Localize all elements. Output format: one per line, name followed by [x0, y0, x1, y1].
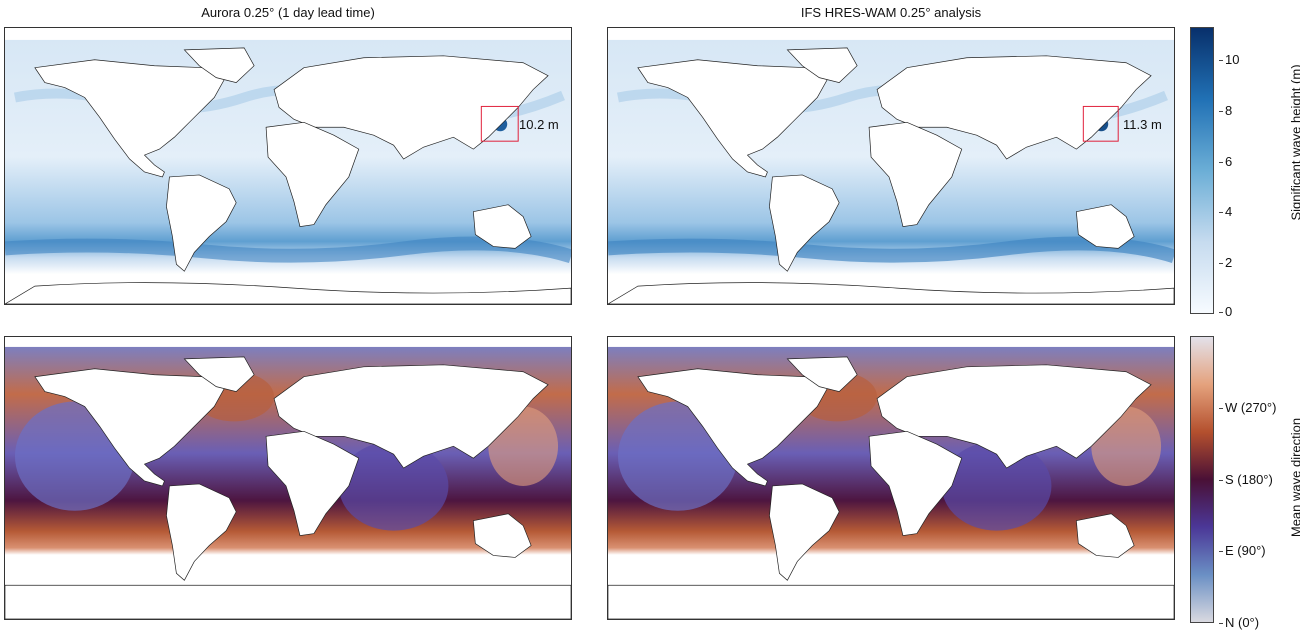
- wave-height-tick: 8: [1218, 102, 1233, 118]
- wave-direction-colorbar-label: Mean wave direction: [1288, 417, 1300, 538]
- right-panel-title: IFS HRES-WAM 0.25° analysis: [800, 5, 982, 20]
- wave-height-colorbar-label: Significant wave height (m): [1288, 64, 1300, 221]
- wave-direction-map-ifs: [607, 336, 1175, 620]
- wave-direction-tick: S (180°): [1219, 471, 1273, 487]
- left-max-callout: 10.2 m: [519, 117, 559, 132]
- wave-height-tick: 0: [1218, 304, 1233, 319]
- wave-height-tick: 6: [1218, 153, 1233, 169]
- right-max-callout: 11.3 m: [1123, 117, 1162, 132]
- wave-direction-tick: W (270°): [1218, 399, 1277, 415]
- wave-height-tick: 10: [1218, 52, 1240, 68]
- wave-direction-tick: N (0°): [1218, 615, 1260, 630]
- wave-height-colorbar: [1190, 27, 1214, 314]
- wave-height-map-ifs: [607, 27, 1175, 305]
- wave-height-tick: 4: [1218, 204, 1233, 220]
- wave-direction-colorbar: [1190, 336, 1214, 623]
- wave-direction-tick: E (90°): [1219, 543, 1266, 559]
- wave-height-map-aurora: [4, 27, 572, 305]
- left-panel-title: Aurora 0.25° (1 day lead time): [201, 5, 375, 20]
- wave-height-tick: 2: [1218, 255, 1233, 271]
- wave-direction-map-aurora: [4, 336, 572, 620]
